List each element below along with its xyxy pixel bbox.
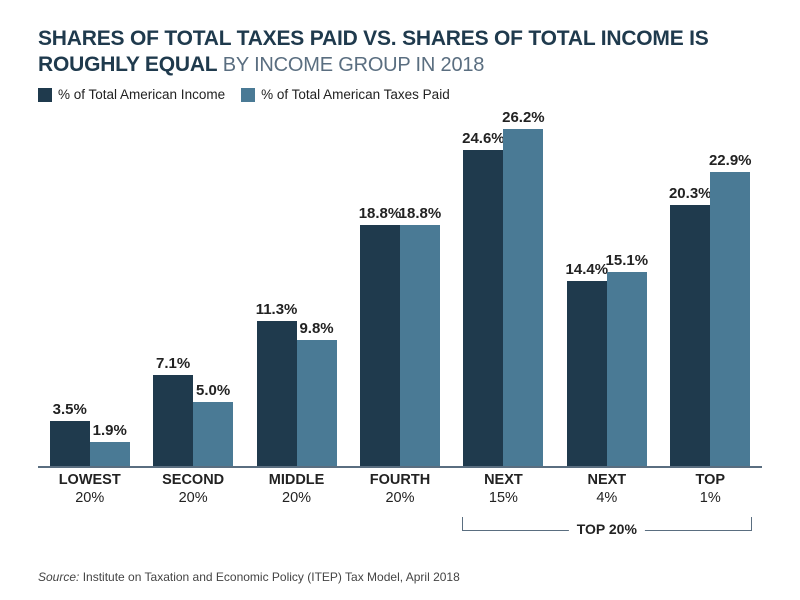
bar-taxes: 15.1% xyxy=(607,272,647,466)
legend-label-1: % of Total American Income xyxy=(58,87,225,102)
bar-taxes: 1.9% xyxy=(90,442,130,466)
bar-group: 24.6%26.2% xyxy=(452,129,555,466)
bar-taxes: 22.9% xyxy=(710,172,750,466)
x-axis-label: NEXT4% xyxy=(555,472,658,507)
bar-value-label: 3.5% xyxy=(53,401,87,418)
legend-item-taxes: % of Total American Taxes Paid xyxy=(241,87,450,102)
bar-group: 18.8%18.8% xyxy=(348,225,451,467)
bar-value-label: 7.1% xyxy=(156,355,190,372)
chart-title: SHARES OF TOTAL TAXES PAID VS. SHARES OF… xyxy=(38,26,762,77)
bar-value-label: 14.4% xyxy=(566,261,609,278)
bar-value-label: 15.1% xyxy=(606,252,649,269)
bar-value-label: 1.9% xyxy=(93,422,127,439)
chart-container: SHARES OF TOTAL TAXES PAID VS. SHARES OF… xyxy=(0,0,800,600)
x-axis-label: MIDDLE20% xyxy=(245,472,348,507)
x-axis-label: NEXT15% xyxy=(452,472,555,507)
legend-label-2: % of Total American Taxes Paid xyxy=(261,87,450,102)
bar-taxes: 18.8% xyxy=(400,225,440,467)
bar-taxes: 9.8% xyxy=(297,340,337,466)
bracket-label: TOP 20% xyxy=(569,521,645,537)
bar-income: 3.5% xyxy=(50,421,90,466)
legend-item-income: % of Total American Income xyxy=(38,87,225,102)
bar-income: 18.8% xyxy=(360,225,400,467)
x-axis-label: FOURTH20% xyxy=(348,472,451,507)
bar-group: 20.3%22.9% xyxy=(659,172,762,466)
bar-value-label: 9.8% xyxy=(299,320,333,337)
bar-income: 14.4% xyxy=(567,281,607,466)
source-citation: Source: Institute on Taxation and Econom… xyxy=(38,570,460,584)
x-axis-label: SECOND20% xyxy=(141,472,244,507)
bracket-group: TOP 20% xyxy=(38,512,762,546)
bar-value-label: 22.9% xyxy=(709,152,752,169)
bar-taxes: 26.2% xyxy=(503,129,543,466)
legend: % of Total American Income % of Total Am… xyxy=(38,87,762,102)
title-light: BY INCOME GROUP IN 2018 xyxy=(217,54,484,76)
bar-income: 11.3% xyxy=(257,321,297,466)
x-axis-label: LOWEST20% xyxy=(38,472,141,507)
bar-income: 7.1% xyxy=(153,375,193,466)
bar-value-label: 18.8% xyxy=(359,205,402,222)
bar-group: 11.3%9.8% xyxy=(245,321,348,466)
bar-group: 14.4%15.1% xyxy=(555,272,658,466)
bar-value-label: 20.3% xyxy=(669,185,712,202)
bar-income: 20.3% xyxy=(670,205,710,466)
x-axis-labels: LOWEST20%SECOND20%MIDDLE20%FOURTH20%NEXT… xyxy=(38,472,762,507)
legend-swatch-1 xyxy=(38,88,52,102)
x-axis-label: TOP1% xyxy=(659,472,762,507)
bar-value-label: 26.2% xyxy=(502,109,545,126)
bracket: TOP 20% xyxy=(452,512,762,546)
bar-group: 7.1%5.0% xyxy=(141,375,244,466)
bar-group: 3.5%1.9% xyxy=(38,421,141,466)
bar-income: 24.6% xyxy=(463,150,503,466)
plot-area: 3.5%1.9%7.1%5.0%11.3%9.8%18.8%18.8%24.6%… xyxy=(38,108,762,582)
bar-value-label: 5.0% xyxy=(196,382,230,399)
bar-taxes: 5.0% xyxy=(193,402,233,466)
legend-swatch-2 xyxy=(241,88,255,102)
bar-chart: 3.5%1.9%7.1%5.0%11.3%9.8%18.8%18.8%24.6%… xyxy=(38,108,762,468)
source-label: Source: xyxy=(38,570,79,584)
bar-value-label: 11.3% xyxy=(256,301,298,318)
bar-value-label: 18.8% xyxy=(399,205,442,222)
bar-value-label: 24.6% xyxy=(462,130,505,147)
source-text: Institute on Taxation and Economic Polic… xyxy=(79,570,459,584)
